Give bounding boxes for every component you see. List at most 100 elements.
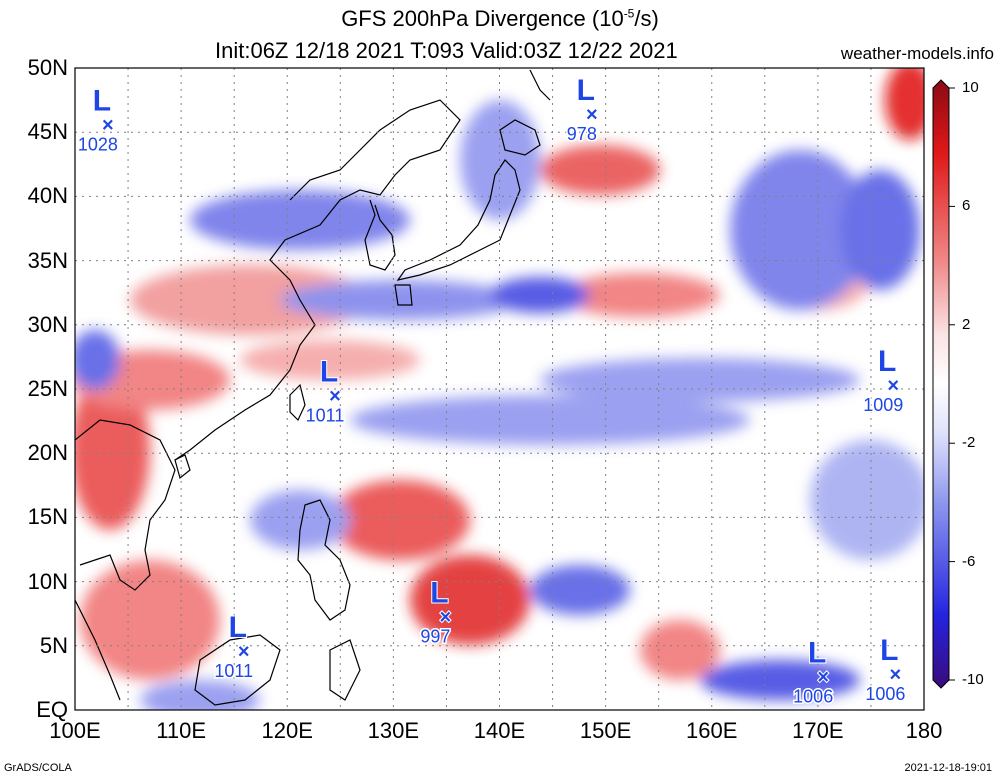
negative-divergence-area xyxy=(840,170,920,290)
indochina-coast xyxy=(75,419,176,591)
footer-software: GrADS/COLA xyxy=(4,762,72,774)
longitude-label: 130E xyxy=(367,718,420,743)
longitude-label: 110E xyxy=(156,718,206,743)
latitude-label: 30N xyxy=(27,311,68,337)
low-letter: L xyxy=(878,345,896,378)
philippines-coast xyxy=(297,499,351,621)
low-pressure-center: L×1009 xyxy=(862,344,905,417)
low-pressure-markers: L×1028L×978L×1011L×1009L×997L×1011L×1006… xyxy=(76,73,907,709)
colorbar-ticks xyxy=(949,87,955,681)
divergence-field: L×1028L×978L×1011L×1009L×997L×1011L×1006… xyxy=(75,68,924,710)
low-pressure-center: L×1006 xyxy=(864,633,907,706)
coastlines xyxy=(75,69,551,706)
low-center-x: × xyxy=(586,104,598,126)
colorbar xyxy=(932,79,950,689)
negative-divergence-area xyxy=(700,660,860,700)
site-credit: weather-models.info xyxy=(840,44,994,63)
low-pressure-center: L×997 xyxy=(419,575,452,648)
negative-divergence-area xyxy=(75,330,120,390)
latitude-label: 40N xyxy=(27,183,68,209)
taiwan-coast xyxy=(289,383,306,422)
low-center-x: × xyxy=(887,375,899,397)
low-center-x: × xyxy=(890,664,902,686)
longitude-label: 140E xyxy=(473,718,526,743)
china-coast xyxy=(174,99,461,461)
low-pressure-center: L×1011 xyxy=(304,354,346,427)
positive-divergence-area xyxy=(80,560,220,680)
colorbar-label: -10 xyxy=(962,671,984,688)
korea-coast xyxy=(364,199,396,271)
longitude-label: 150E xyxy=(579,718,632,743)
sulawesi-coast xyxy=(329,639,361,701)
hainan-coast xyxy=(174,454,191,480)
longitude-label: 170E xyxy=(792,718,844,743)
negative-divergence-area xyxy=(490,277,590,313)
low-letter: L xyxy=(93,84,111,117)
positive-divergence-area xyxy=(885,68,924,140)
low-center-x: × xyxy=(102,114,114,136)
low-letter: L xyxy=(229,611,247,644)
latitude-label: 35N xyxy=(27,247,68,273)
malaysia-coast xyxy=(75,599,121,701)
negative-divergence-area xyxy=(250,490,350,550)
low-pressure-value: 1006 xyxy=(865,684,905,704)
low-center-x: × xyxy=(238,641,250,663)
positive-divergence-area xyxy=(330,480,470,560)
japan-kyushu xyxy=(394,284,413,306)
longitude-label: 160E xyxy=(686,718,738,743)
negative-divergence-area xyxy=(810,440,924,560)
positive-divergence-area xyxy=(560,273,720,317)
low-pressure-center: L×1006 xyxy=(792,636,835,709)
low-letter: L xyxy=(430,576,448,609)
low-pressure-center: L×1011 xyxy=(213,610,255,683)
positive-divergence-area xyxy=(640,620,720,680)
low-pressure-center: L×978 xyxy=(565,73,598,146)
latitude-label: 25N xyxy=(27,376,68,401)
plot-frame xyxy=(74,67,925,711)
positive-divergence-area xyxy=(75,370,150,530)
latitude-label: 20N xyxy=(27,440,68,466)
graticule xyxy=(75,68,924,710)
longitude-label: 100E xyxy=(49,718,101,743)
low-pressure-center: L×1028 xyxy=(76,83,119,156)
japan-honshu xyxy=(396,159,521,281)
japan-hokkaido xyxy=(499,119,541,156)
latitude-label: 50N xyxy=(27,55,68,80)
low-pressure-value: 978 xyxy=(567,124,597,144)
title-exponent: -5 xyxy=(623,6,635,21)
colorbar-label: -6 xyxy=(962,552,976,570)
low-center-x: × xyxy=(817,667,829,689)
longitude-label: 180 xyxy=(905,718,943,743)
low-letter: L xyxy=(577,74,595,107)
colorbar-label: 10 xyxy=(962,79,979,96)
latitude-label: 15N xyxy=(27,504,68,530)
low-pressure-value: 1009 xyxy=(863,395,903,415)
negative-divergence-area xyxy=(350,395,750,445)
colorbar-label: -2 xyxy=(962,434,976,452)
positive-divergence-area xyxy=(240,340,420,380)
chart-subtitle: Init:06Z 12/18 2021 T:093 Valid:03Z 12/2… xyxy=(215,38,678,63)
low-pressure-value: 1006 xyxy=(793,687,833,707)
colorbar-label: 2 xyxy=(962,315,971,333)
footer-timestamp: 2021-12-18-19:01 xyxy=(904,762,992,774)
chart-title: GFS 200hPa Divergence (10-5/s) xyxy=(0,6,1000,32)
negative-divergence-area xyxy=(730,150,870,310)
title-prefix: GFS 200hPa Divergence (10 xyxy=(341,6,624,31)
sakhalin-coast xyxy=(529,69,551,101)
latitude-label: 5N xyxy=(39,632,68,658)
negative-divergence-area xyxy=(190,190,410,250)
low-center-x: × xyxy=(329,385,341,407)
low-pressure-value: 997 xyxy=(420,626,450,646)
colorbar-label: 6 xyxy=(962,197,971,215)
negative-divergence-area xyxy=(280,280,520,320)
low-letter: L xyxy=(808,637,826,670)
longitude-label: 120E xyxy=(261,718,313,743)
negative-divergence-area xyxy=(530,565,630,615)
low-letter: L xyxy=(320,355,338,388)
positive-divergence-area xyxy=(540,145,660,195)
low-pressure-value: 1011 xyxy=(214,661,253,681)
borneo-coast xyxy=(194,634,281,706)
latitude-label: 10N xyxy=(27,568,68,594)
low-pressure-value: 1028 xyxy=(78,134,118,154)
